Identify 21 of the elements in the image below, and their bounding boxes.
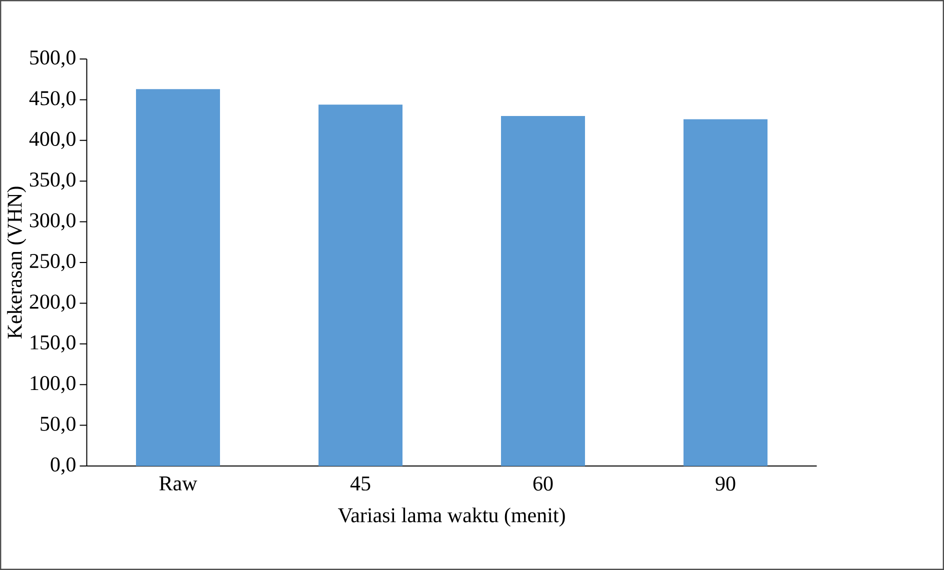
bar: [501, 116, 586, 466]
y-tick-label: 500,0: [30, 50, 76, 68]
x-tick-label: 90: [716, 476, 736, 491]
y-tick-label: 100,0: [30, 376, 76, 394]
x-tick-label: 45: [350, 476, 370, 491]
y-tick-label: 0,0: [50, 457, 76, 475]
bar: [136, 89, 220, 466]
y-tick-label: 200,0: [30, 294, 76, 312]
x-axis-title: Variasi lama waktu (menit): [338, 508, 565, 527]
bar: [684, 119, 768, 466]
y-axis-title: Kekerasan (VHN): [7, 186, 26, 339]
y-tick-label: 250,0: [30, 254, 76, 272]
x-tick-label: 60: [533, 476, 553, 491]
y-tick-label: 400,0: [29, 132, 76, 149]
y-tick-label: 150,0: [30, 335, 76, 352]
y-tick-label: 300,0: [30, 213, 76, 230]
y-tick-label: 50,0: [40, 416, 76, 434]
x-tick-label: Raw: [159, 476, 198, 490]
bar: [318, 104, 403, 466]
y-tick-label: 450,0: [29, 91, 76, 108]
y-tick-label: 350,0: [30, 172, 76, 190]
